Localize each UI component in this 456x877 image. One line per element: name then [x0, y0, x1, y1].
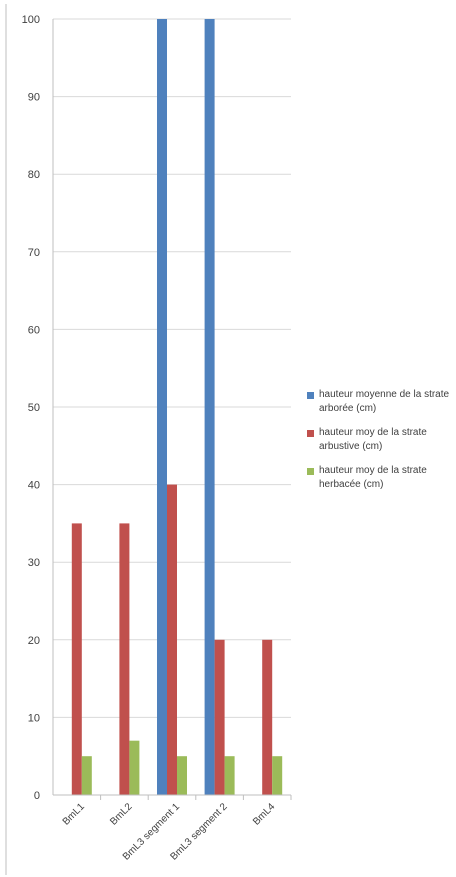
legend-swatch-arbustive — [307, 430, 314, 437]
bar-bml3-segment-2-series-1 — [214, 639, 225, 795]
bar-bml2-series-1 — [119, 523, 130, 795]
x-category-label-0: BmL1 — [61, 801, 88, 828]
legend-swatch-arboree — [307, 392, 314, 399]
bar-bml3-segment-1-series-1 — [167, 484, 177, 795]
legend-swatch-herbacee — [307, 468, 314, 475]
y-tick-label-10: 10 — [28, 712, 40, 724]
x-category-label-1: BmL2 — [108, 801, 135, 828]
legend-label-herbacee: hauteur moy de la strate herbacée (cm) — [319, 465, 427, 490]
legend: hauteur moyenne de la strate arborée (cm… — [307, 388, 455, 502]
bar-bml4-series-2 — [272, 756, 283, 795]
y-tick-label-50: 50 — [28, 402, 40, 414]
x-category-label-4: BmL4 — [251, 801, 278, 828]
bar-bml3-segment-1-series-2 — [177, 756, 187, 795]
axes — [52, 19, 292, 800]
bar-bml3-segment-2-series-0 — [204, 19, 215, 795]
bar-bml3-segment-1-series-0 — [157, 19, 167, 795]
y-tick-label-70: 70 — [28, 247, 40, 259]
bars — [71, 19, 283, 795]
y-tick-label-30: 30 — [28, 557, 40, 569]
legend-label-arbustive: hauteur moy de la strate arbustive (cm) — [319, 427, 427, 452]
y-tick-label-0: 0 — [34, 790, 40, 802]
y-tick-label-40: 40 — [28, 480, 40, 492]
y-tick-label-60: 60 — [28, 324, 40, 336]
bar-bml3-segment-2-series-2 — [224, 756, 235, 795]
legend-item-arbustive: hauteur moy de la strate arbustive (cm) — [307, 426, 455, 454]
y-tick-label-90: 90 — [28, 92, 40, 104]
legend-item-herbacee: hauteur moy de la strate herbacée (cm) — [307, 464, 455, 492]
bar-bml1-series-2 — [81, 756, 92, 795]
bar-bml4-series-1 — [262, 639, 273, 795]
y-tick-label-20: 20 — [28, 635, 40, 647]
bar-bml1-series-1 — [71, 523, 82, 795]
y-tick-label-100: 100 — [22, 14, 40, 26]
y-tick-label-80: 80 — [28, 169, 40, 181]
legend-item-arboree: hauteur moyenne de la strate arborée (cm… — [307, 388, 455, 416]
legend-label-arboree: hauteur moyenne de la strate arborée (cm… — [319, 389, 450, 414]
bar-bml2-series-2 — [129, 740, 140, 795]
y-axis-tick-labels: 0 10 20 30 40 50 60 70 80 90 100 — [22, 14, 40, 802]
